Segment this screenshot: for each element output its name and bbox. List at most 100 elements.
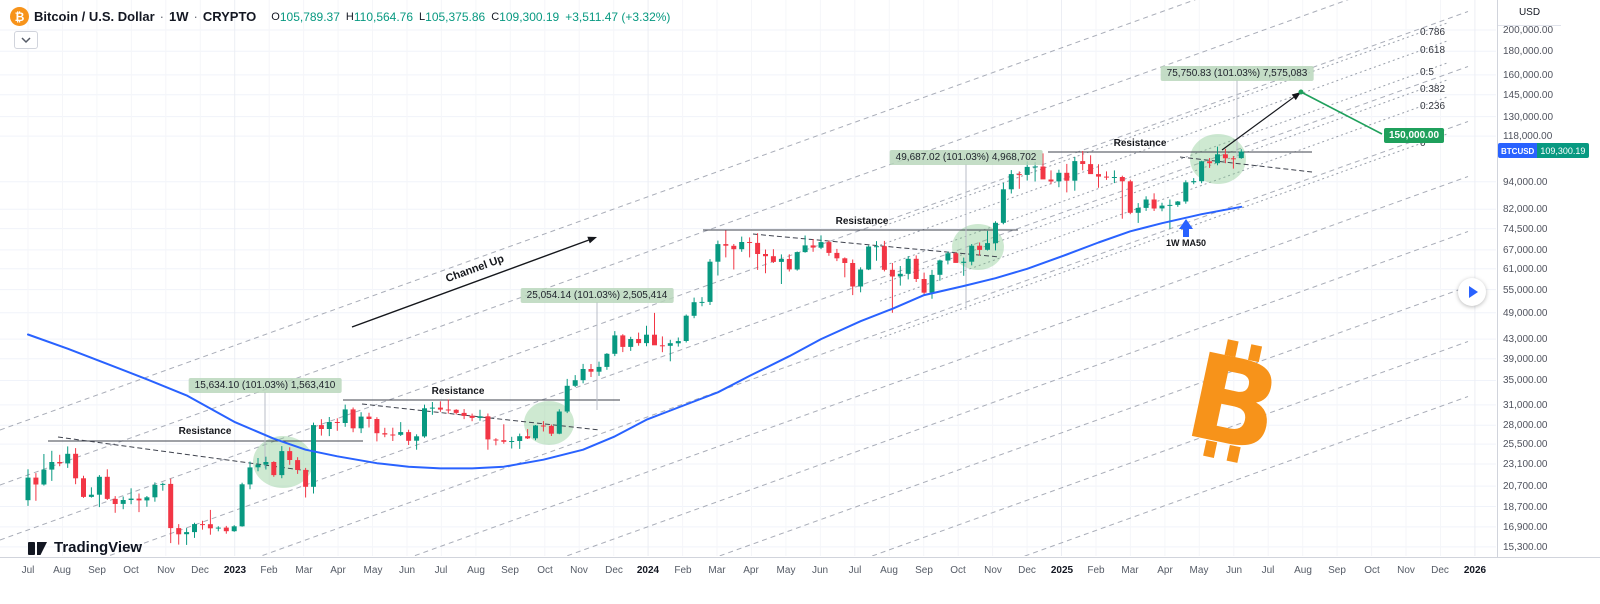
candle [858, 269, 864, 287]
candle [104, 476, 110, 499]
low-key: L [419, 10, 426, 23]
candle [41, 469, 47, 485]
candle [1064, 172, 1070, 181]
candle [866, 246, 872, 270]
scroll-to-realtime-button[interactable] [1458, 278, 1486, 306]
candle [1167, 204, 1173, 206]
collapse-header-button[interactable] [14, 31, 38, 49]
candle [556, 411, 562, 434]
candle [659, 345, 665, 347]
timeframe-label[interactable]: 1W [168, 9, 189, 24]
time-axis-month: Apr [1157, 565, 1173, 576]
candle [644, 334, 649, 344]
resistance-trendline [1179, 156, 1313, 173]
candle [580, 369, 586, 381]
candle [33, 477, 39, 485]
price-tag-symbol: BTCUSD [1498, 143, 1538, 158]
price-tick: 31,000.00 [1503, 400, 1548, 411]
candle [255, 464, 261, 468]
time-axis-month: Nov [1397, 565, 1415, 576]
time-axis[interactable]: Jul Aug Sep Oct Nov Dec 2023 Feb Mar Apr May Jun Jul… [0, 557, 1600, 604]
candle [453, 409, 459, 413]
time-axis-month: Dec [1018, 565, 1036, 576]
candle [414, 436, 420, 441]
price-tick: 55,000.00 [1503, 285, 1548, 296]
symbol-title[interactable]: Bitcoin / U.S. Dollar [34, 9, 155, 24]
candle [318, 425, 324, 429]
candle [540, 425, 546, 427]
price-tick: 74,500.00 [1503, 224, 1548, 235]
candle [1008, 174, 1014, 190]
chevron-down-icon [21, 37, 31, 44]
time-axis-year: 2023 [223, 565, 247, 576]
time-axis-month: May [776, 565, 796, 576]
candle [1056, 172, 1062, 182]
time-axis-month: Oct [950, 565, 966, 576]
candle [350, 409, 356, 429]
candle [1183, 182, 1189, 202]
candle [247, 467, 253, 485]
channel-up-arrow [351, 239, 589, 328]
candle [128, 498, 134, 500]
candle [88, 494, 94, 497]
candle [913, 258, 919, 279]
candle [1222, 154, 1228, 159]
fib-line-0.618 [879, 40, 1449, 246]
fib-line-0.786 [879, 22, 1449, 228]
candle [1072, 161, 1078, 181]
time-axis-month: Sep [1328, 565, 1346, 576]
candle [509, 441, 515, 442]
candle [1127, 181, 1133, 213]
target-arrow [1221, 96, 1295, 151]
candle [382, 433, 388, 435]
time-axis-month: Aug [880, 565, 898, 576]
candle [763, 254, 768, 257]
price-tick: 18,700.00 [1503, 502, 1548, 513]
play-arrow-icon [1469, 286, 1478, 298]
candle [334, 422, 340, 423]
time-axis-month: Dec [605, 565, 623, 576]
low-value: 105,375.86 [425, 9, 486, 24]
candle [136, 498, 142, 501]
candle [144, 497, 150, 501]
time-axis-month: Apr [330, 565, 346, 576]
candle [977, 245, 983, 250]
candle [81, 478, 86, 497]
time-axis-month: Jul [21, 565, 35, 576]
price-tick: 25,500.00 [1503, 439, 1548, 450]
price-tick: 15,300.00 [1503, 542, 1548, 553]
time-axis-month: Mar [708, 565, 726, 576]
currency-unit-button[interactable]: USD [1498, 0, 1561, 26]
last-price-tag: BTCUSD 109,300.19 [1498, 143, 1590, 158]
candle [1048, 179, 1054, 182]
candle [1191, 181, 1197, 183]
time-axis-month: Aug [1294, 565, 1312, 576]
fib-line-0 [879, 133, 1449, 339]
price-tick: 23,100.00 [1503, 459, 1548, 470]
candle [707, 261, 713, 302]
exchange-label[interactable]: CRYPTO [202, 9, 257, 24]
time-axis-month: Dec [1431, 565, 1449, 576]
candle [200, 524, 205, 526]
candle [794, 252, 800, 270]
candle [366, 416, 372, 419]
candle [65, 453, 71, 464]
candle [1032, 166, 1038, 168]
time-axis-month: Feb [674, 565, 692, 576]
candle [1199, 161, 1205, 182]
candle [572, 380, 578, 386]
target-connector-line [1300, 91, 1383, 135]
price-tick: 16,900.00 [1503, 522, 1548, 533]
candle [1230, 158, 1236, 160]
price-tick: 20,700.00 [1503, 481, 1548, 492]
candle [358, 416, 364, 429]
candle [279, 451, 285, 476]
price-axis[interactable]: 200,000.00 180,000.00 160,000.00 145,000.00… [1497, 0, 1590, 557]
tradingview-logo[interactable]: TradingView [26, 536, 142, 558]
price-tick: 39,000.00 [1503, 354, 1548, 365]
candle [390, 434, 396, 436]
candle [1175, 201, 1181, 205]
candle [469, 415, 475, 418]
